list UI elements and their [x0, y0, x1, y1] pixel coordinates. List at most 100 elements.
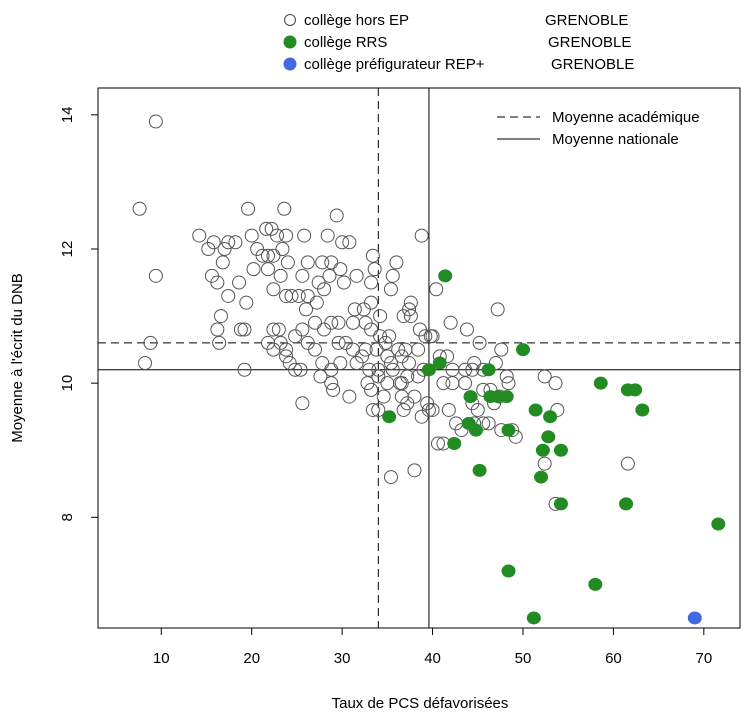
point-hors-ep: [308, 342, 323, 357]
point-hors-ep: [537, 456, 552, 471]
axis-ticks: 10 20 30 40 50 60 70 8 10 12 14: [59, 106, 712, 667]
point-rrs: [543, 410, 558, 424]
point-hors-ep: [380, 376, 395, 391]
point-hors-ep: [385, 268, 400, 283]
point-rrs: [541, 430, 556, 444]
point-hors-ep: [279, 228, 294, 243]
point-hors-ep: [143, 335, 158, 350]
point-hors-ep: [271, 322, 286, 337]
point-rrs: [535, 443, 550, 457]
point-hors-ep: [255, 248, 270, 263]
point-hors-ep: [396, 402, 411, 417]
point-hors-ep: [345, 315, 360, 330]
y-tick-label: 14: [59, 106, 76, 123]
series-1: [382, 269, 726, 625]
legend-label-nationale: Moyenne nationale: [552, 131, 679, 148]
point-hors-ep: [364, 295, 379, 310]
point-hors-ep: [414, 228, 429, 243]
point-rrs: [463, 390, 478, 404]
point-hors-ep: [324, 315, 339, 330]
point-hors-ep: [336, 275, 351, 290]
point-hors-ep: [291, 288, 306, 303]
point-hors-ep: [481, 416, 496, 431]
point-hors-ep: [315, 255, 330, 270]
x-tick-label: 60: [605, 650, 622, 667]
point-hors-ep: [378, 335, 393, 350]
point-rrs: [447, 437, 462, 451]
point-hors-ep: [467, 356, 482, 371]
x-tick-label: 40: [424, 650, 441, 667]
reference-legend: Moyenne académique Moyenne nationale: [497, 109, 700, 148]
point-hors-ep: [308, 315, 323, 330]
point-hors-ep: [548, 376, 563, 391]
point-hors-ep: [331, 335, 346, 350]
point-hors-ep: [367, 262, 382, 277]
series-2: [687, 611, 702, 625]
point-hors-ep: [295, 396, 310, 411]
point-hors-ep: [210, 322, 225, 337]
point-hors-ep: [383, 470, 398, 485]
point-hors-ep: [333, 262, 348, 277]
y-axis-title: Moyenne à l'écrit du DNB: [9, 273, 26, 443]
point-hors-ep: [362, 362, 377, 377]
point-hors-ep: [217, 241, 232, 256]
point-rrs: [421, 363, 436, 377]
point-hors-ep: [389, 255, 404, 270]
legend-label-rep-plus: collège préfigurateur REP+: [304, 56, 485, 73]
legend-label-rrs: collège RRS: [304, 34, 387, 51]
point-hors-ep: [371, 369, 386, 384]
point-hors-ep: [239, 295, 254, 310]
point-hors-ep: [309, 295, 324, 310]
point-hors-ep: [322, 268, 337, 283]
x-tick-label: 20: [243, 650, 260, 667]
point-hors-ep: [233, 322, 248, 337]
point-hors-ep: [373, 309, 388, 324]
point-hors-ep: [458, 376, 473, 391]
y-tick-label: 10: [59, 375, 76, 392]
point-hors-ep: [329, 208, 344, 223]
point-hors-ep: [425, 329, 440, 344]
legend-marker-hors-ep: [284, 14, 296, 26]
point-hors-ep: [436, 376, 451, 391]
point-rrs: [499, 390, 514, 404]
point-hors-ep: [391, 342, 406, 357]
point-hors-ep: [470, 402, 485, 417]
point-rrs: [588, 577, 603, 591]
point-hors-ep: [342, 389, 357, 404]
x-axis-title: Taux de PCS défavorisées: [332, 695, 509, 712]
point-hors-ep: [288, 329, 303, 344]
point-hors-ep: [221, 288, 236, 303]
reference-lines: [98, 88, 740, 628]
point-hors-ep: [376, 389, 391, 404]
point-hors-ep: [132, 201, 147, 216]
point-hors-ep: [192, 228, 207, 243]
point-rrs: [468, 423, 483, 437]
point-hors-ep: [260, 248, 275, 263]
point-hors-ep: [232, 275, 247, 290]
point-hors-ep: [355, 349, 370, 364]
point-rrs: [432, 356, 447, 370]
point-hors-ep: [364, 275, 379, 290]
point-hors-ep: [393, 376, 408, 391]
point-hors-ep: [273, 268, 288, 283]
point-hors-ep: [383, 282, 398, 297]
point-hors-ep: [148, 268, 163, 283]
point-rrs: [481, 363, 496, 377]
legend-city-rep-plus: GRENOBLE: [551, 56, 634, 73]
point-hors-ep: [279, 288, 294, 303]
point-rrs: [553, 497, 568, 511]
point-hors-ep: [382, 329, 397, 344]
point-rrs: [593, 376, 608, 390]
x-tick-label: 70: [695, 650, 712, 667]
point-hors-ep: [270, 228, 285, 243]
point-hors-ep: [476, 416, 491, 431]
point-hors-ep: [465, 362, 480, 377]
point-rrs: [382, 410, 397, 424]
point-hors-ep: [298, 302, 313, 317]
point-hors-ep: [288, 362, 303, 377]
point-hors-ep: [476, 382, 491, 397]
plot-frame: [97, 87, 741, 629]
point-hors-ep: [237, 322, 252, 337]
data-points: [132, 114, 726, 625]
point-hors-ep: [364, 382, 379, 397]
